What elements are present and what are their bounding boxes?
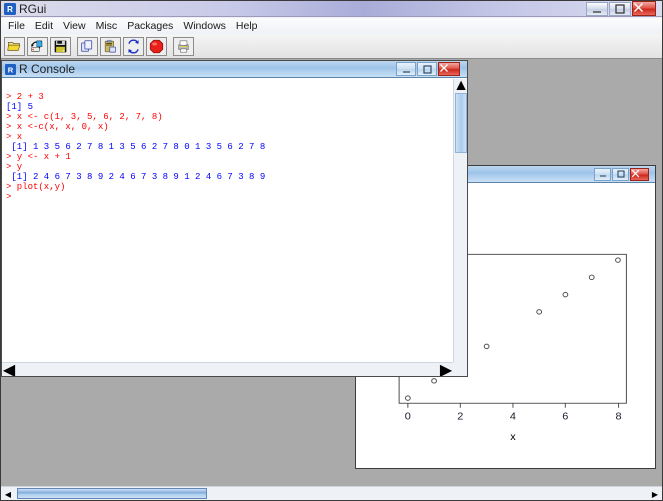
svg-text:8: 8: [616, 411, 622, 423]
svg-text:6: 6: [562, 411, 568, 423]
svg-text:R: R: [8, 65, 14, 74]
svg-text:0: 0: [405, 411, 411, 423]
svg-text:2: 2: [457, 411, 463, 423]
svg-text:R: R: [7, 5, 13, 14]
svg-text:x: x: [510, 431, 516, 443]
svg-text:4: 4: [510, 411, 516, 423]
